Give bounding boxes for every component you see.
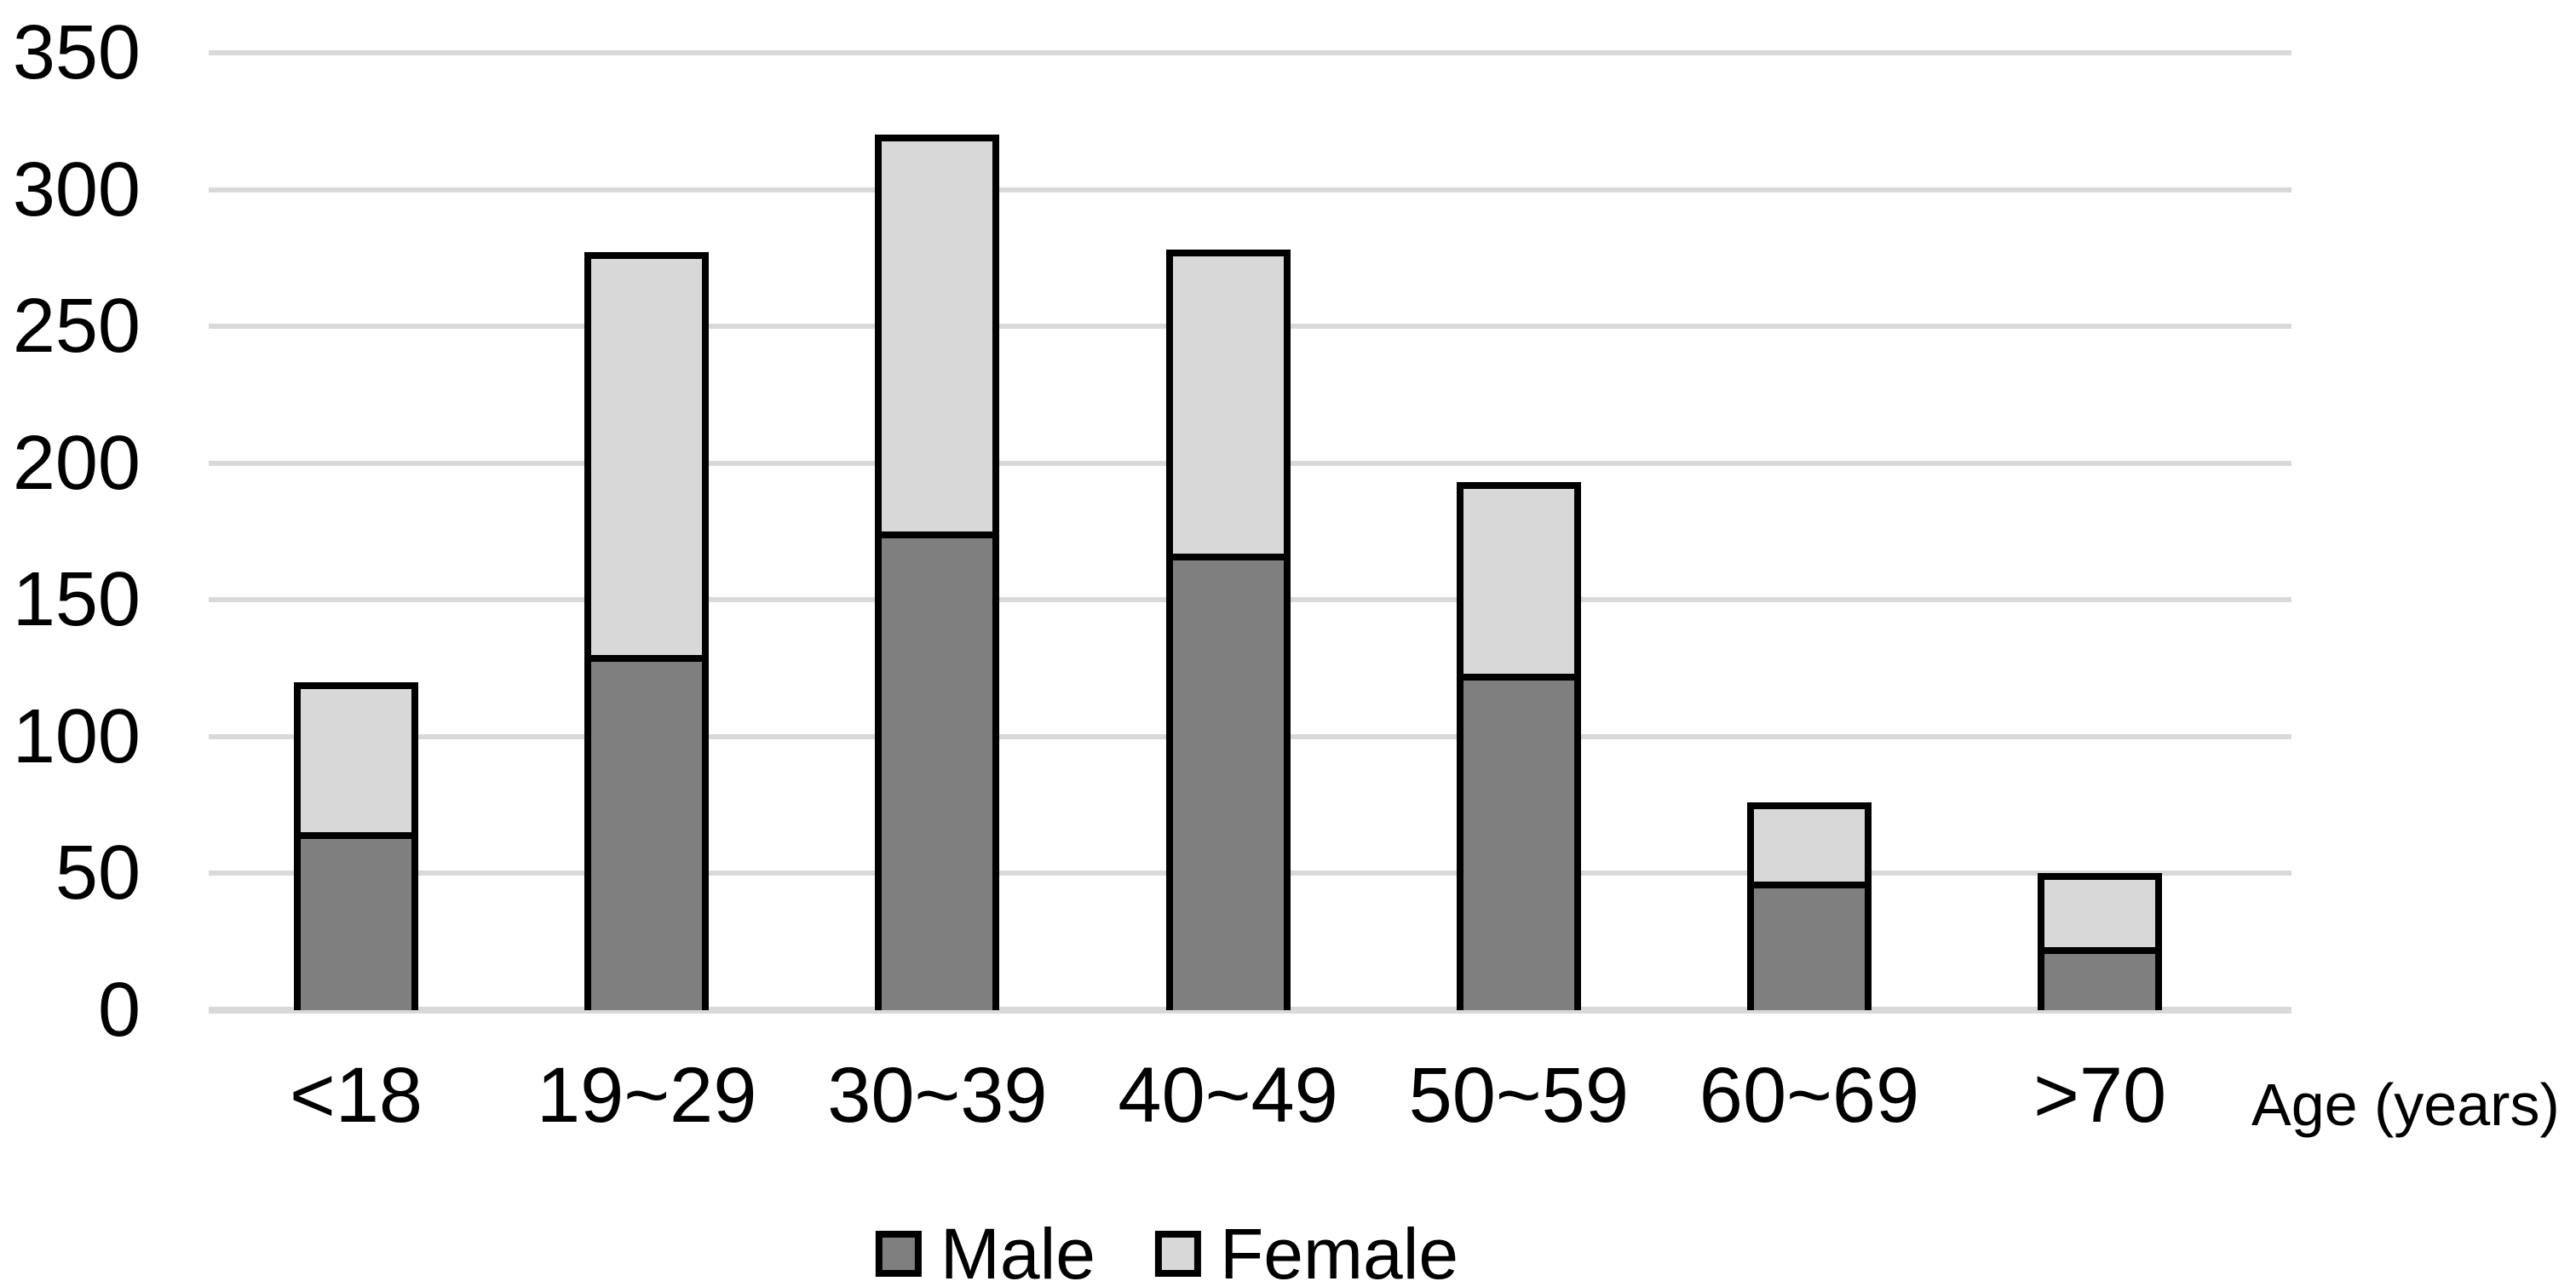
x-tick-label-30~39: 30~39 [827,1052,1048,1139]
bar-segment-male-50~59 [1456,673,1581,1010]
bar-segment-male-60~69 [1747,882,1872,1010]
gridline-350 [209,50,2291,55]
legend-label-male: Male [940,1214,1095,1287]
bar-segment-female->70 [2038,873,2163,948]
y-tick-label-50: 50 [55,830,141,916]
gridline-300 [209,187,2291,192]
bar-segment-female-60~69 [1747,802,1872,882]
x-axis-baseline [209,1007,2291,1014]
bar-segment-female-50~59 [1456,482,1581,674]
x-tick-label->70: >70 [2033,1052,2167,1139]
y-tick-label-350: 350 [12,10,141,95]
bar-segment-male-40~49 [1165,553,1291,1010]
x-tick-label-<18: <18 [289,1052,423,1139]
y-tick-label-250: 250 [12,284,141,370]
y-tick-label-150: 150 [12,557,141,643]
legend-item-male: Male [875,1214,1095,1287]
x-axis-unit-label: Age (years) [2251,1072,2560,1138]
y-tick-label-200: 200 [12,420,141,506]
bar-segment-male->70 [2038,947,2163,1010]
bar-segment-female-40~49 [1165,250,1291,554]
bar-segment-female-<18 [294,681,418,833]
y-tick-label-100: 100 [12,693,141,779]
x-tick-label-50~59: 50~59 [1408,1052,1629,1139]
bar-segment-male-<18 [294,832,418,1010]
bar-segment-female-19~29 [584,252,710,655]
legend-item-female: Female [1154,1214,1459,1287]
bar-segment-male-30~39 [875,531,1000,1010]
x-tick-label-60~69: 60~69 [1699,1052,1920,1139]
legend: Male Female [875,1214,1459,1287]
bar-segment-male-19~29 [584,654,710,1010]
x-tick-label-19~29: 19~29 [536,1052,757,1139]
y-tick-label-300: 300 [12,147,141,233]
bar-segment-female-30~39 [875,135,1000,531]
x-tick-label-40~49: 40~49 [1118,1052,1338,1139]
legend-swatch-female [1154,1231,1201,1277]
legend-label-female: Female [1219,1214,1459,1287]
y-tick-label-0: 0 [97,968,141,1053]
legend-swatch-male [875,1231,922,1277]
